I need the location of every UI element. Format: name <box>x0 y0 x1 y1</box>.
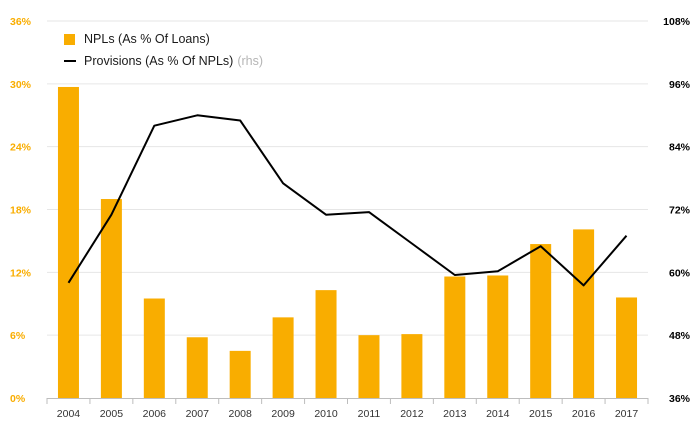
legend-label-provisions: Provisions (As % Of NPLs) <box>84 54 234 68</box>
y-right-tick-label: 36% <box>669 393 691 405</box>
bar-2013 <box>444 276 466 398</box>
legend-item-npls: NPLs (As % Of Loans) <box>64 29 263 49</box>
y-right-tick-label: 60% <box>669 267 691 279</box>
y-right-tick-label: 108% <box>663 16 691 28</box>
bar-2014 <box>487 275 509 398</box>
legend-item-provisions: Provisions (As % Of NPLs) (rhs) <box>64 51 263 71</box>
x-tick-label: 2009 <box>271 408 295 420</box>
y-left-tick-label: 18% <box>10 205 32 217</box>
provisions-line <box>67 114 628 287</box>
npl-bars <box>57 86 638 398</box>
y-left-tick-label: 6% <box>10 330 26 342</box>
bar-2006 <box>143 298 165 398</box>
bar-2005 <box>100 199 122 398</box>
legend-rhs-note: (rhs) <box>237 54 264 68</box>
x-tick-label: 2017 <box>615 408 639 420</box>
legend-label-npls: NPLs (As % Of Loans) <box>84 32 210 46</box>
x-tick-label: 2006 <box>143 408 167 420</box>
y-right-tick-label: 96% <box>669 79 691 91</box>
bar-2010 <box>315 290 337 398</box>
bar-2015 <box>530 244 552 398</box>
bar-2011 <box>358 335 380 398</box>
bar-2017 <box>616 297 638 398</box>
x-tick-label: 2016 <box>572 408 596 420</box>
y-right-tick-label: 72% <box>669 205 691 217</box>
x-tick-label: 2012 <box>400 408 424 420</box>
bar-2016 <box>573 229 595 398</box>
x-axis: 2004 2005 2006 2007 2008 2009 2010 2011 2012 2013… <box>46 398 649 420</box>
bar-2012 <box>401 334 423 398</box>
bar-2007 <box>186 337 208 398</box>
legend: NPLs (As % Of Loans) Provisions (As % Of… <box>64 29 263 73</box>
x-tick-label: 2011 <box>358 408 381 420</box>
y-left-tick-label: 12% <box>10 267 32 279</box>
bar-2009 <box>272 317 294 398</box>
x-tick-label: 2013 <box>443 408 467 420</box>
x-tick-label: 2004 <box>57 408 81 420</box>
bar-2004 <box>57 86 79 398</box>
legend-line-swatch <box>64 60 76 62</box>
x-tick-label: 2007 <box>186 408 210 420</box>
provisions-line-path <box>67 114 628 287</box>
y-left-tick-label: 0% <box>10 393 26 405</box>
left-y-axis: 0% 6% 12% 18% 24% 30% 36% <box>10 16 32 405</box>
y-left-tick-label: 30% <box>10 79 32 91</box>
legend-bar-swatch <box>64 33 75 45</box>
y-left-tick-label: 36% <box>10 16 32 28</box>
x-tick-label: 2010 <box>314 408 338 420</box>
right-y-axis: 36% 48% 60% 72% 84% 96% 108% <box>663 16 691 405</box>
y-left-tick-label: 24% <box>10 142 32 154</box>
x-tick-label: 2005 <box>100 408 124 420</box>
x-tick-label: 2015 <box>529 408 553 420</box>
x-tick-label: 2014 <box>486 408 510 420</box>
y-right-tick-label: 84% <box>669 142 691 154</box>
x-tick-label: 2008 <box>228 408 252 420</box>
y-right-tick-label: 48% <box>669 330 691 342</box>
bar-2008 <box>229 350 251 398</box>
